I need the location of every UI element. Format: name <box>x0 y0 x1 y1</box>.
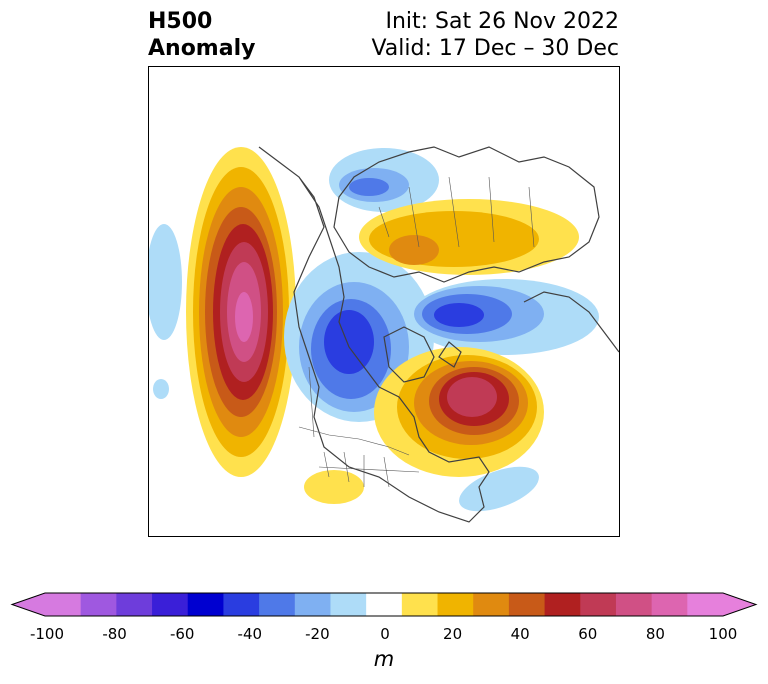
ridge-hudson-70 <box>447 377 497 417</box>
colorbar-tick-label: 20 <box>443 625 463 643</box>
colorbar-max-extend <box>723 593 756 616</box>
colorbar-segment <box>508 593 546 616</box>
colorbar-svg <box>10 592 758 617</box>
colorbar-segment <box>80 593 117 616</box>
colorbar-tick-label: 80 <box>645 625 665 643</box>
anomaly-contours <box>149 147 599 512</box>
colorbar-tick-label: -60 <box>169 625 195 643</box>
coastlines <box>258 146 619 523</box>
colorbar-tick-label: 40 <box>510 625 530 643</box>
colorbar-segment <box>116 593 153 616</box>
borders-eurasia <box>378 176 535 248</box>
init-date: Init: Sat 26 Nov 2022 <box>385 9 619 34</box>
border-us-canada <box>298 426 410 456</box>
colorbar-segment <box>473 593 510 616</box>
border-alaska-canada <box>308 366 315 438</box>
colorbar-tick-label: 100 <box>708 625 738 643</box>
ridge-siberia-30 <box>389 235 439 265</box>
colorbar-segment <box>45 593 82 616</box>
colorbar-segment <box>223 593 260 616</box>
colorbar-segment <box>544 593 581 616</box>
borders-us-states <box>318 451 420 488</box>
coastline-arctic-islands <box>383 326 435 383</box>
anomaly-map <box>149 146 619 523</box>
colorbar-outline <box>10 592 758 617</box>
colorbar-segment <box>259 593 296 616</box>
colorbar-tick-label: -100 <box>29 625 65 643</box>
valid-range: Valid: 17 Dec – 30 Dec <box>371 36 619 61</box>
colorbar-tick-label: 0 <box>380 625 390 643</box>
colorbar-segment <box>294 593 331 616</box>
colorbar-segment <box>615 593 653 616</box>
colorbar-segment <box>687 593 724 616</box>
coastline-greenland <box>438 341 462 368</box>
colorbar-tick-label: 60 <box>578 625 598 643</box>
colorbar-tick-label: -40 <box>237 625 263 643</box>
colorbar-segment <box>187 593 224 616</box>
coastline-north-america <box>258 146 490 523</box>
title-left: H500 Anomaly <box>148 8 255 62</box>
colorbar-segment <box>330 593 367 616</box>
borders <box>298 176 535 488</box>
colorbar-segment <box>366 593 403 616</box>
ridge-pacific-90 <box>235 292 253 342</box>
ridge-southwest <box>304 470 364 504</box>
coastline-eurasia <box>333 146 600 283</box>
trough-pacific-small <box>153 379 169 399</box>
colorbar-segment <box>437 593 474 616</box>
trough-alaska-40 <box>324 310 374 374</box>
title-variable: H500 <box>148 9 213 34</box>
map-panel <box>148 66 620 537</box>
colorbar <box>10 590 758 630</box>
trough-atlantic <box>459 466 539 512</box>
colorbar-segment <box>401 593 439 616</box>
colorbar-tick-label: -80 <box>102 625 127 643</box>
trough-arctic-40 <box>434 303 484 327</box>
trough-westedge <box>149 224 182 340</box>
colorbar-tick-label: -20 <box>305 625 330 643</box>
colorbar-segment <box>580 593 617 616</box>
colorbar-segment <box>651 593 688 616</box>
coastline-europe <box>523 291 619 353</box>
title-field: Anomaly <box>148 36 256 61</box>
trough-siberia-30 <box>349 178 389 196</box>
colorbar-min-extend <box>12 593 45 616</box>
title-right: Init: Sat 26 Nov 2022 Valid: 17 Dec – 30… <box>371 8 619 62</box>
colorbar-segment <box>152 593 189 616</box>
colorbar-ticks: -100 -80 -60 -40 -20 0 20 40 60 80 100 <box>0 625 768 645</box>
colorbar-units: m <box>373 647 395 671</box>
